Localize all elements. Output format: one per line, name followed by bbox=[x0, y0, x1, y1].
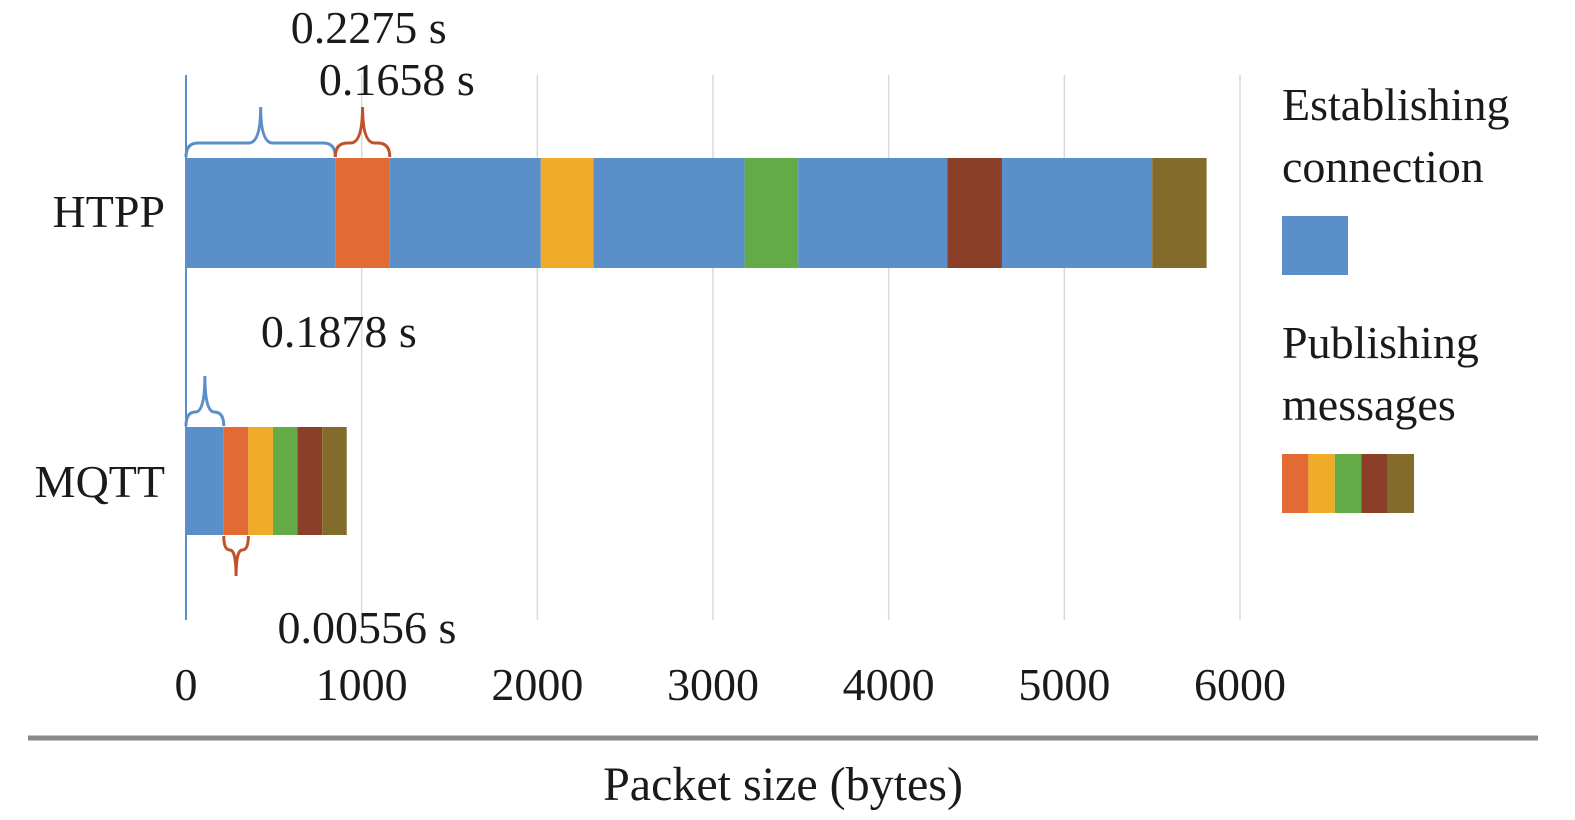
annotation-brace bbox=[184, 375, 226, 427]
bar-segment-htpp-publishing bbox=[335, 158, 390, 268]
legend-swatch bbox=[1361, 454, 1388, 513]
bar-segment-mqtt-publishing bbox=[272, 427, 298, 535]
annotation-label: 0.00556 s bbox=[277, 602, 456, 653]
bar-segment-mqtt-publishing bbox=[248, 427, 273, 535]
bar-segment-htpp-publishing bbox=[744, 158, 799, 268]
annotation-brace bbox=[222, 535, 250, 577]
legend-label: Publishing bbox=[1282, 317, 1479, 368]
bar-segment-htpp-establishing bbox=[186, 158, 336, 268]
bar-segment-htpp-establishing bbox=[389, 158, 541, 268]
grid-lines bbox=[360, 75, 1241, 620]
x-axis-label: Packet size (bytes) bbox=[603, 758, 963, 811]
bar-segment-htpp-publishing bbox=[540, 158, 594, 268]
legend-swatch bbox=[1334, 454, 1362, 513]
legend: Establishing connection Publishing messages bbox=[1282, 79, 1509, 513]
x-tick-labels: 0 1000 2000 3000 4000 5000 6000 bbox=[175, 659, 1287, 710]
legend-swatch bbox=[1387, 454, 1414, 513]
x-tick-label: 3000 bbox=[667, 659, 759, 710]
x-tick-label: 6000 bbox=[1194, 659, 1286, 710]
x-tick-label: 2000 bbox=[491, 659, 583, 710]
bar-segment-mqtt-establishing bbox=[186, 427, 224, 535]
legend-label: connection bbox=[1282, 141, 1484, 192]
annotation-label: 0.1878 s bbox=[261, 306, 417, 357]
legend-label: messages bbox=[1282, 379, 1456, 430]
bar-segment-mqtt-publishing bbox=[297, 427, 323, 535]
bar-segment-mqtt-publishing bbox=[322, 427, 347, 535]
legend-swatch bbox=[1308, 454, 1335, 513]
x-tick-label: 5000 bbox=[1018, 659, 1110, 710]
x-tick-label: 1000 bbox=[316, 659, 408, 710]
bar-segment-mqtt-publishing bbox=[223, 427, 249, 535]
annotation-label: 0.2275 s bbox=[291, 2, 447, 53]
category-label-htpp: HTPP bbox=[53, 186, 165, 237]
x-tick-label: 0 bbox=[175, 659, 198, 710]
bar-segment-htpp-publishing bbox=[1152, 158, 1207, 268]
category-label-mqtt: MQTT bbox=[35, 456, 165, 507]
annotation-brace bbox=[333, 106, 392, 158]
annotation-label: 0.1658 s bbox=[319, 54, 475, 105]
bar-segment-htpp-establishing bbox=[593, 158, 745, 268]
legend-swatch bbox=[1282, 454, 1309, 513]
legend-swatch bbox=[1282, 216, 1348, 275]
bar-segment-htpp-establishing bbox=[1001, 158, 1153, 268]
category-labels: HTPP MQTT bbox=[35, 186, 165, 507]
legend-label: Establishing bbox=[1282, 79, 1509, 130]
bar-segment-htpp-establishing bbox=[798, 158, 948, 268]
annotation-brace bbox=[184, 106, 337, 158]
bars bbox=[186, 158, 1207, 535]
annotations: 0.2275 s0.1658 s 0.1878 s 0.00556 s bbox=[184, 2, 475, 653]
bar-segment-htpp-publishing bbox=[947, 158, 1002, 268]
x-tick-label: 4000 bbox=[843, 659, 935, 710]
